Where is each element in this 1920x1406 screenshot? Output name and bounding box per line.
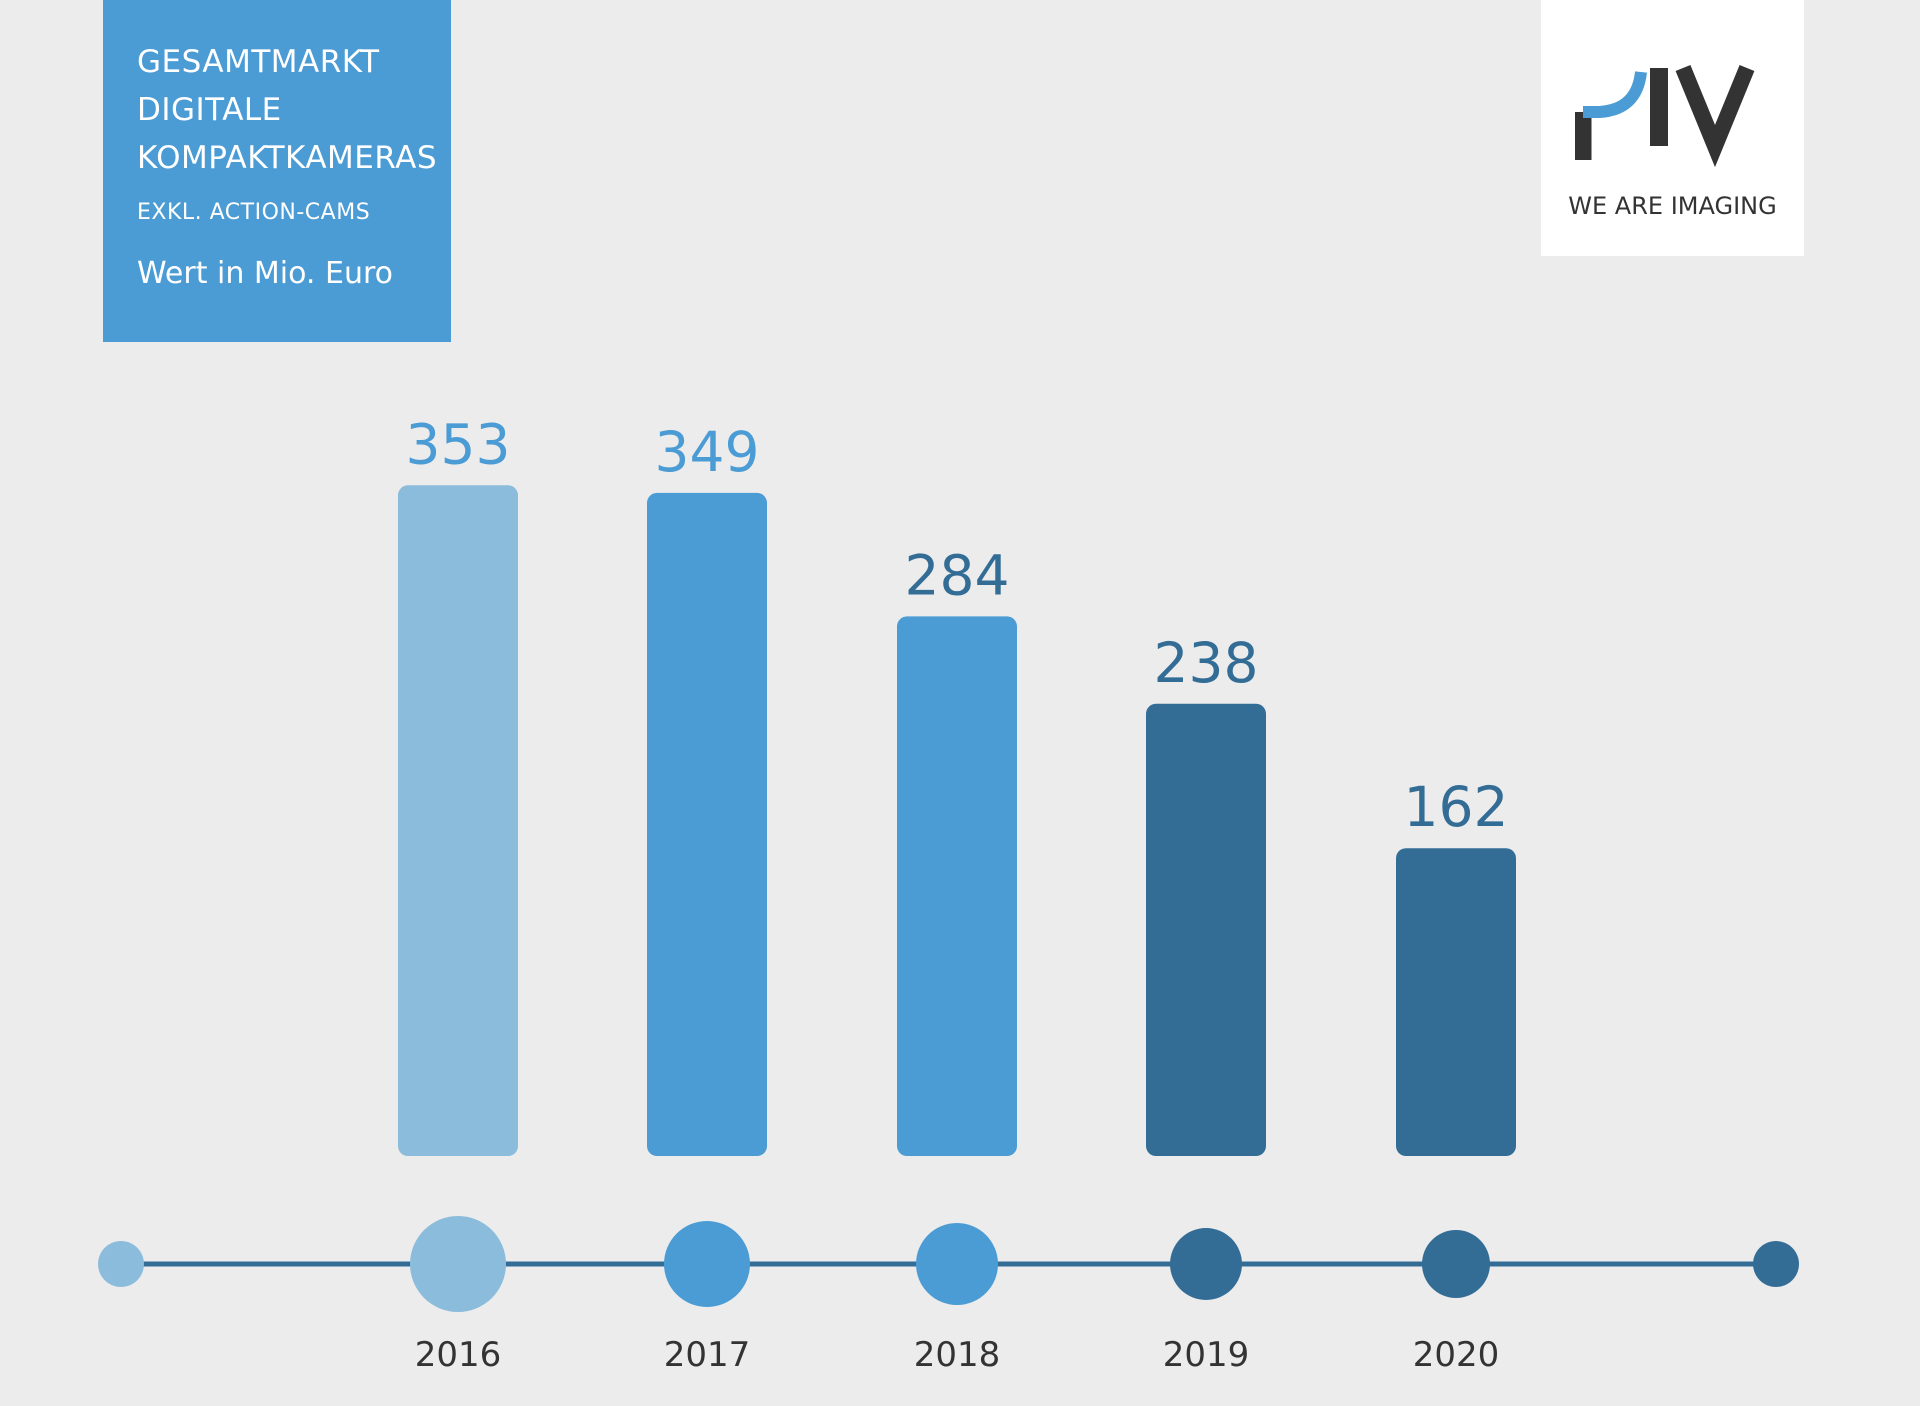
logo-p-arc [1583, 71, 1647, 118]
logo-v-stroke [1675, 64, 1755, 168]
timeline-layer [98, 1216, 1799, 1312]
bars-layer [398, 485, 1516, 1156]
timeline-marker-2016 [410, 1216, 506, 1312]
value-label-2017: 349 [655, 420, 760, 484]
value-label-2019: 238 [1154, 631, 1259, 695]
timeline-end-dot [1753, 1241, 1799, 1287]
bar-2017 [647, 492, 767, 1156]
timeline-marker-2018 [916, 1223, 998, 1305]
bar-2018 [897, 616, 1017, 1156]
chart-title-line: KOMPAKTKAMERAS [137, 140, 438, 176]
timeline-marker-2017 [664, 1221, 750, 1307]
x-tick-label-2020: 2020 [1413, 1335, 1500, 1375]
timeline-marker-2020 [1422, 1230, 1490, 1298]
value-label-2016: 353 [406, 412, 511, 476]
value-label-2018: 284 [905, 543, 1010, 607]
piv-logo-icon [1575, 64, 1755, 168]
chart-title-line: GESAMTMARKT [137, 44, 380, 80]
x-tick-label-2018: 2018 [914, 1335, 1001, 1375]
timeline-start-dot [98, 1241, 144, 1287]
logo-tagline: WE ARE IMAGING [1568, 192, 1777, 220]
value-label-2020: 162 [1404, 775, 1509, 839]
value-labels-layer: 353 349 284 238 162 [406, 412, 1509, 839]
tick-labels-layer: 2016 2017 2018 2019 2020 [415, 1335, 1500, 1375]
bar-2016 [398, 485, 518, 1156]
chart-title-box: GESAMTMARKT DIGITALE KOMPAKTKAMERAS EXKL… [103, 0, 451, 342]
x-tick-label-2017: 2017 [664, 1335, 751, 1375]
bar-2019 [1146, 703, 1266, 1156]
piv-logo: WE ARE IMAGING [1541, 0, 1804, 256]
timeline-marker-2019 [1170, 1228, 1242, 1300]
bar-2020 [1396, 848, 1516, 1156]
x-tick-label-2019: 2019 [1163, 1335, 1250, 1375]
chart-unit-label: Wert in Mio. Euro [137, 256, 393, 291]
chart-subtitle: EXKL. ACTION-CAMS [137, 200, 371, 225]
x-tick-label-2016: 2016 [415, 1335, 502, 1375]
chart-title-line: DIGITALE [137, 92, 282, 128]
